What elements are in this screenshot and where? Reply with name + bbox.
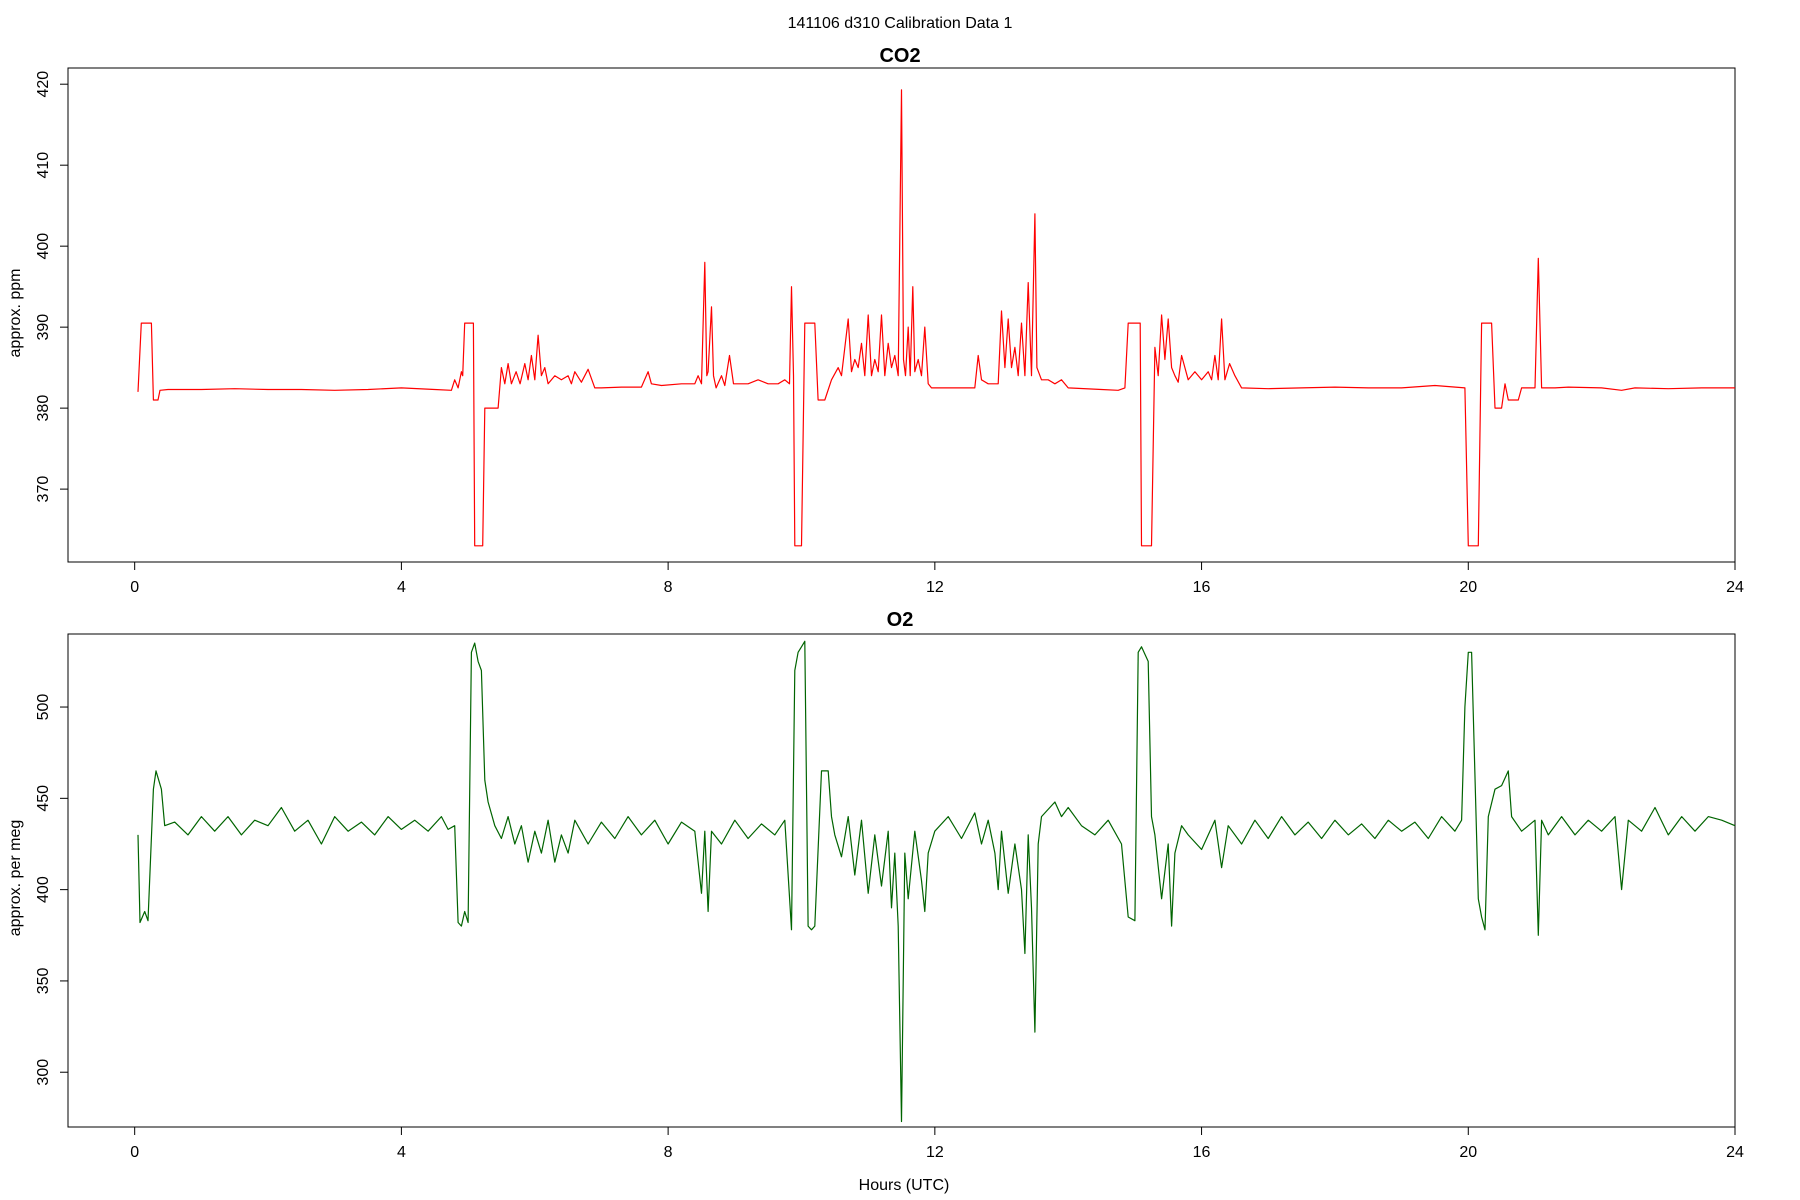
- o2-series-line: [137, 640, 1736, 1123]
- o2-ylabel: approx. per meg: [7, 820, 24, 937]
- co2-y-tick-label: 380: [35, 395, 52, 422]
- co2-y-tick-label: 400: [35, 233, 52, 260]
- o2-x-tick-label: 16: [1193, 1144, 1211, 1161]
- o2-x-tick-label: 12: [926, 1144, 944, 1161]
- co2-y-tick-label: 370: [35, 476, 52, 503]
- o2-y-tick-label: 500: [35, 694, 52, 721]
- co2-ylabel: approx. ppm: [7, 269, 24, 358]
- co2-y-tick-label: 390: [35, 314, 52, 341]
- o2-title: O2: [887, 609, 914, 631]
- figure-suptitle: 141106 d310 Calibration Data 1: [788, 15, 1013, 32]
- o2-y-tick-label: 350: [35, 967, 52, 994]
- o2-y-tick-label: 300: [35, 1059, 52, 1086]
- co2-x-tick-label: 24: [1726, 579, 1744, 596]
- co2-y-tick-label: 410: [35, 152, 52, 179]
- o2-panel: O2 approx. per meg Hours (UTC) 0 4 8 12 16 20…: [7, 609, 1744, 1194]
- co2-x-tick-label: 8: [664, 579, 673, 596]
- co2-y-tick-label: 420: [35, 71, 52, 98]
- o2-x-tick-label: 24: [1726, 1144, 1744, 1161]
- co2-x-tick-label: 12: [926, 579, 944, 596]
- co2-x-tick-label: 4: [397, 579, 406, 596]
- co2-x-tick-label: 16: [1193, 579, 1211, 596]
- co2-x-tick-label: 0: [130, 579, 139, 596]
- o2-x-tick-label: 0: [130, 1144, 139, 1161]
- o2-y-tick-label: 450: [35, 785, 52, 812]
- co2-panel: CO2 approx. ppm 0 4 8 12 16 20 24 370 380 390 400 4…: [7, 45, 1744, 596]
- o2-plot-frame: [67, 633, 1736, 1128]
- o2-y-tick-label: 400: [35, 876, 52, 903]
- o2-x-tick-label: 20: [1459, 1144, 1477, 1161]
- o2-x-tick-label: 8: [664, 1144, 673, 1161]
- o2-x-tick-label: 4: [397, 1144, 406, 1161]
- o2-xlabel: Hours (UTC): [859, 1177, 950, 1194]
- co2-series-line: [137, 89, 1735, 547]
- co2-title: CO2: [879, 45, 920, 67]
- co2-plot-frame: [67, 67, 1736, 563]
- co2-x-tick-label: 20: [1459, 579, 1477, 596]
